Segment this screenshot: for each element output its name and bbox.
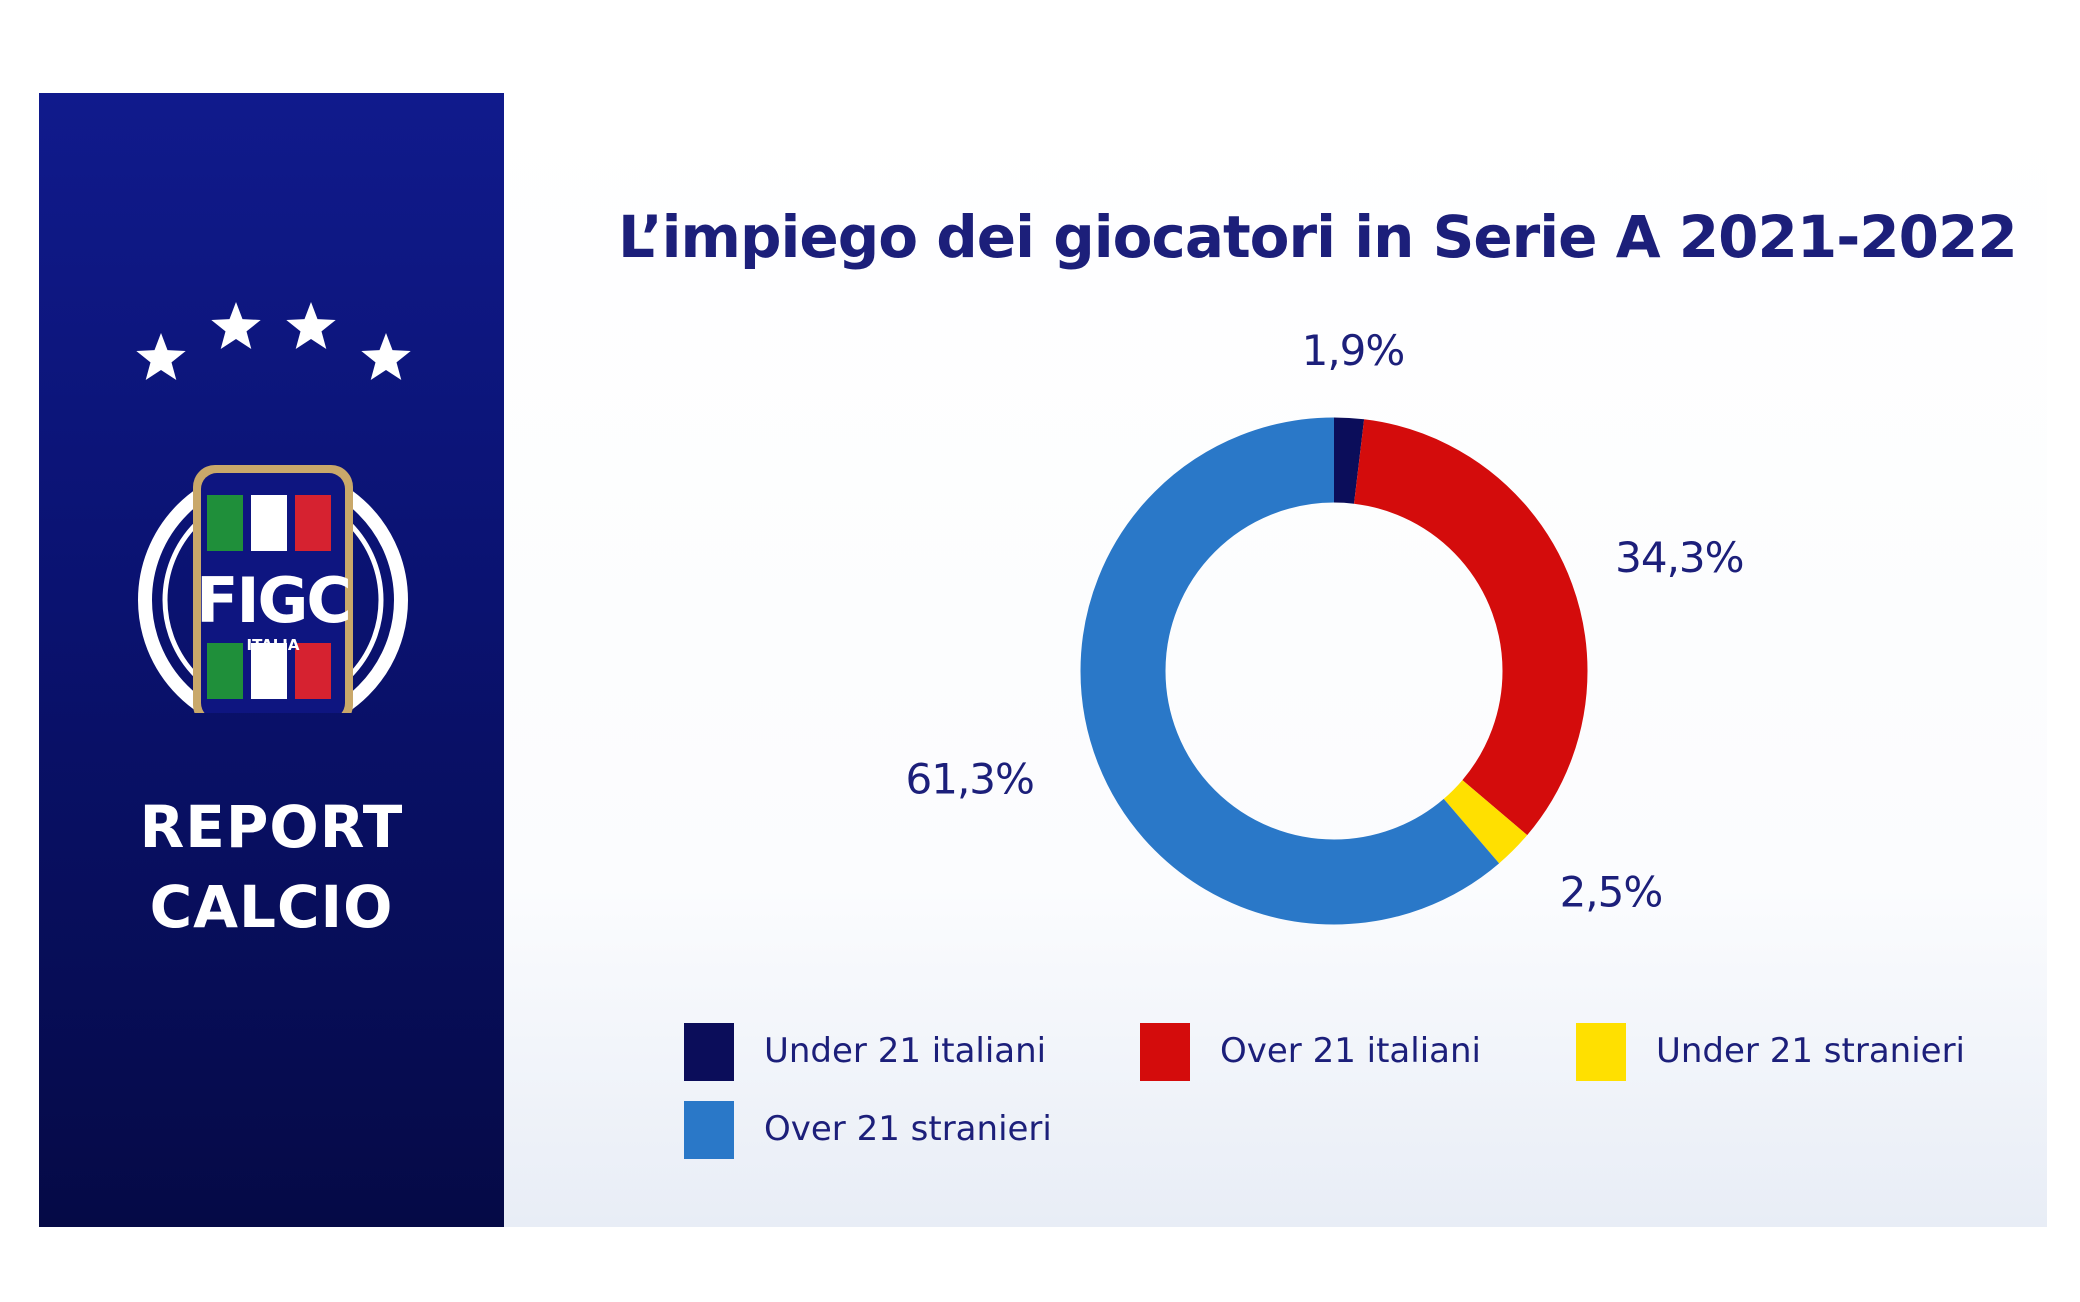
donut-slice-over-21-italiani: [1080, 417, 1588, 925]
data-label-over-21-italiani: 34,3%: [1615, 533, 1743, 582]
legend-swatch: [684, 1023, 734, 1081]
shield-icon: [193, 465, 353, 713]
data-label-under-21-italiani: 1,9%: [1302, 326, 1405, 375]
data-label-over-21-stranieri: 61,3%: [906, 755, 1034, 804]
sidebar-panel: FIGC ITALIA REPORT CALCIO: [39, 93, 504, 1227]
donut-slice-over-21-stranieri: [1080, 417, 1588, 925]
logo-subtext: ITALIA: [246, 636, 299, 654]
infographic-frame: FIGC ITALIA REPORT CALCIO L’impiego dei g…: [39, 93, 2047, 1227]
star-icon: [136, 333, 186, 380]
star-icon: [286, 302, 336, 349]
legend-label: Over 21 stranieri: [764, 1109, 1052, 1149]
logo-text: FIGC: [196, 564, 350, 637]
chart-panel: L’impiego dei giocatori in Serie A 2021-…: [504, 93, 2047, 1227]
legend-swatch: [1140, 1023, 1190, 1081]
data-label-under-21-stranieri: 2,5%: [1560, 868, 1663, 917]
donut-chart: 1,9% 34,3% 2,5% 61,3%: [906, 326, 1745, 925]
report-title-line2: CALCIO: [149, 873, 394, 941]
legend-label: Under 21 italiani: [764, 1031, 1047, 1071]
legend-swatch: [1576, 1023, 1626, 1081]
chart-title: L’impiego dei giocatori in Serie A 2021-…: [618, 203, 2018, 271]
star-icon: [211, 302, 261, 349]
report-title-line1: REPORT: [139, 793, 404, 861]
star-icon: [361, 333, 411, 380]
legend-label: Under 21 stranieri: [1656, 1031, 1965, 1071]
legend-label: Over 21 italiani: [1220, 1031, 1481, 1071]
legend-swatch: [684, 1101, 734, 1159]
